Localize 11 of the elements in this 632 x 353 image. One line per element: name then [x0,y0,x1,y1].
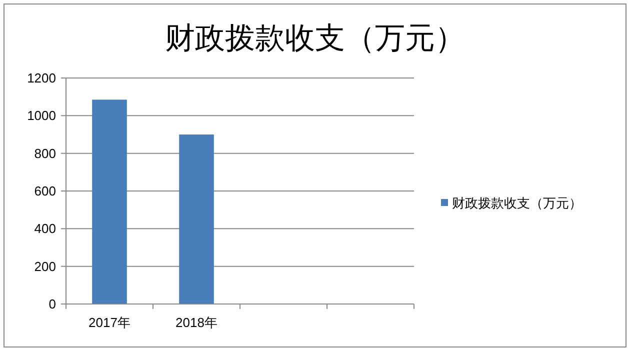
chart-title: 财政拨款收支（万元） [165,22,465,55]
y-tick-label: 1000 [27,108,56,124]
y-tick-label: 200 [34,258,56,274]
x-tick-label: 2018年 [176,315,218,330]
y-tick-label: 400 [34,221,56,236]
x-tick-label: 2017年 [88,315,130,330]
y-tick-label: 1200 [27,70,56,86]
y-tick-label: 600 [34,184,56,199]
y-tick-label: 0 [48,296,56,312]
y-tick-label: 800 [34,146,56,161]
legend-label: 财政拨款收支（万元） [452,196,582,211]
